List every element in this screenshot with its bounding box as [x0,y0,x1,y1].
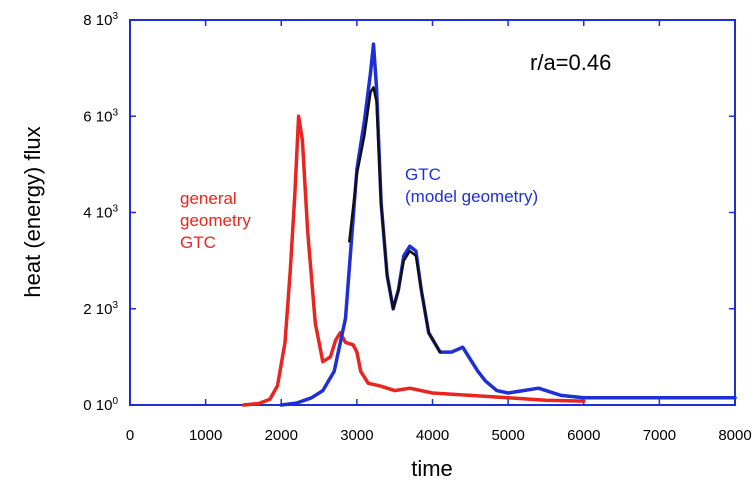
y-tick-label: 4 103 [83,204,118,222]
series-line-model-geometry [279,42,737,407]
x-tick-label: 3000 [340,427,373,444]
annotation-model-geometry-line-1: GTC [405,165,441,184]
x-tick-label: 2000 [265,427,298,444]
series-layer [241,42,737,407]
y-tick-label: 0 100 [83,396,118,414]
x-axis-title: time [411,456,453,481]
x-tick-label: 4000 [416,427,449,444]
x-tick-label: 0 [126,427,134,444]
y-tick-label: 2 103 [83,300,118,318]
y-axis-title: heat (energy) flux [20,126,45,297]
annotation-general-geometry-line-3: GTC [180,233,216,252]
annotation-general-geometry-line-1: general [180,189,237,208]
y-tick-label: 6 103 [83,107,118,125]
x-tick-label: 7000 [643,427,676,444]
series-line-general-geometry [241,114,586,407]
x-tick-label: 1000 [189,427,222,444]
annotation-general-geometry-line-2: geometry [180,211,251,230]
annotation-r-over-a: r/a=0.46 [530,50,611,75]
x-tick-label: 8000 [718,427,751,444]
x-tick-label: 5000 [491,427,524,444]
series-line-model-geometry-overlay [348,86,442,354]
annotation-model-geometry: GTC (model geometry) [405,165,538,206]
x-tick-label: 6000 [567,427,600,444]
annotation-general-geometry: general geometry GTC [180,189,256,252]
y-tick-label: 8 103 [83,11,118,29]
annotation-model-geometry-line-2: (model geometry) [405,187,538,206]
